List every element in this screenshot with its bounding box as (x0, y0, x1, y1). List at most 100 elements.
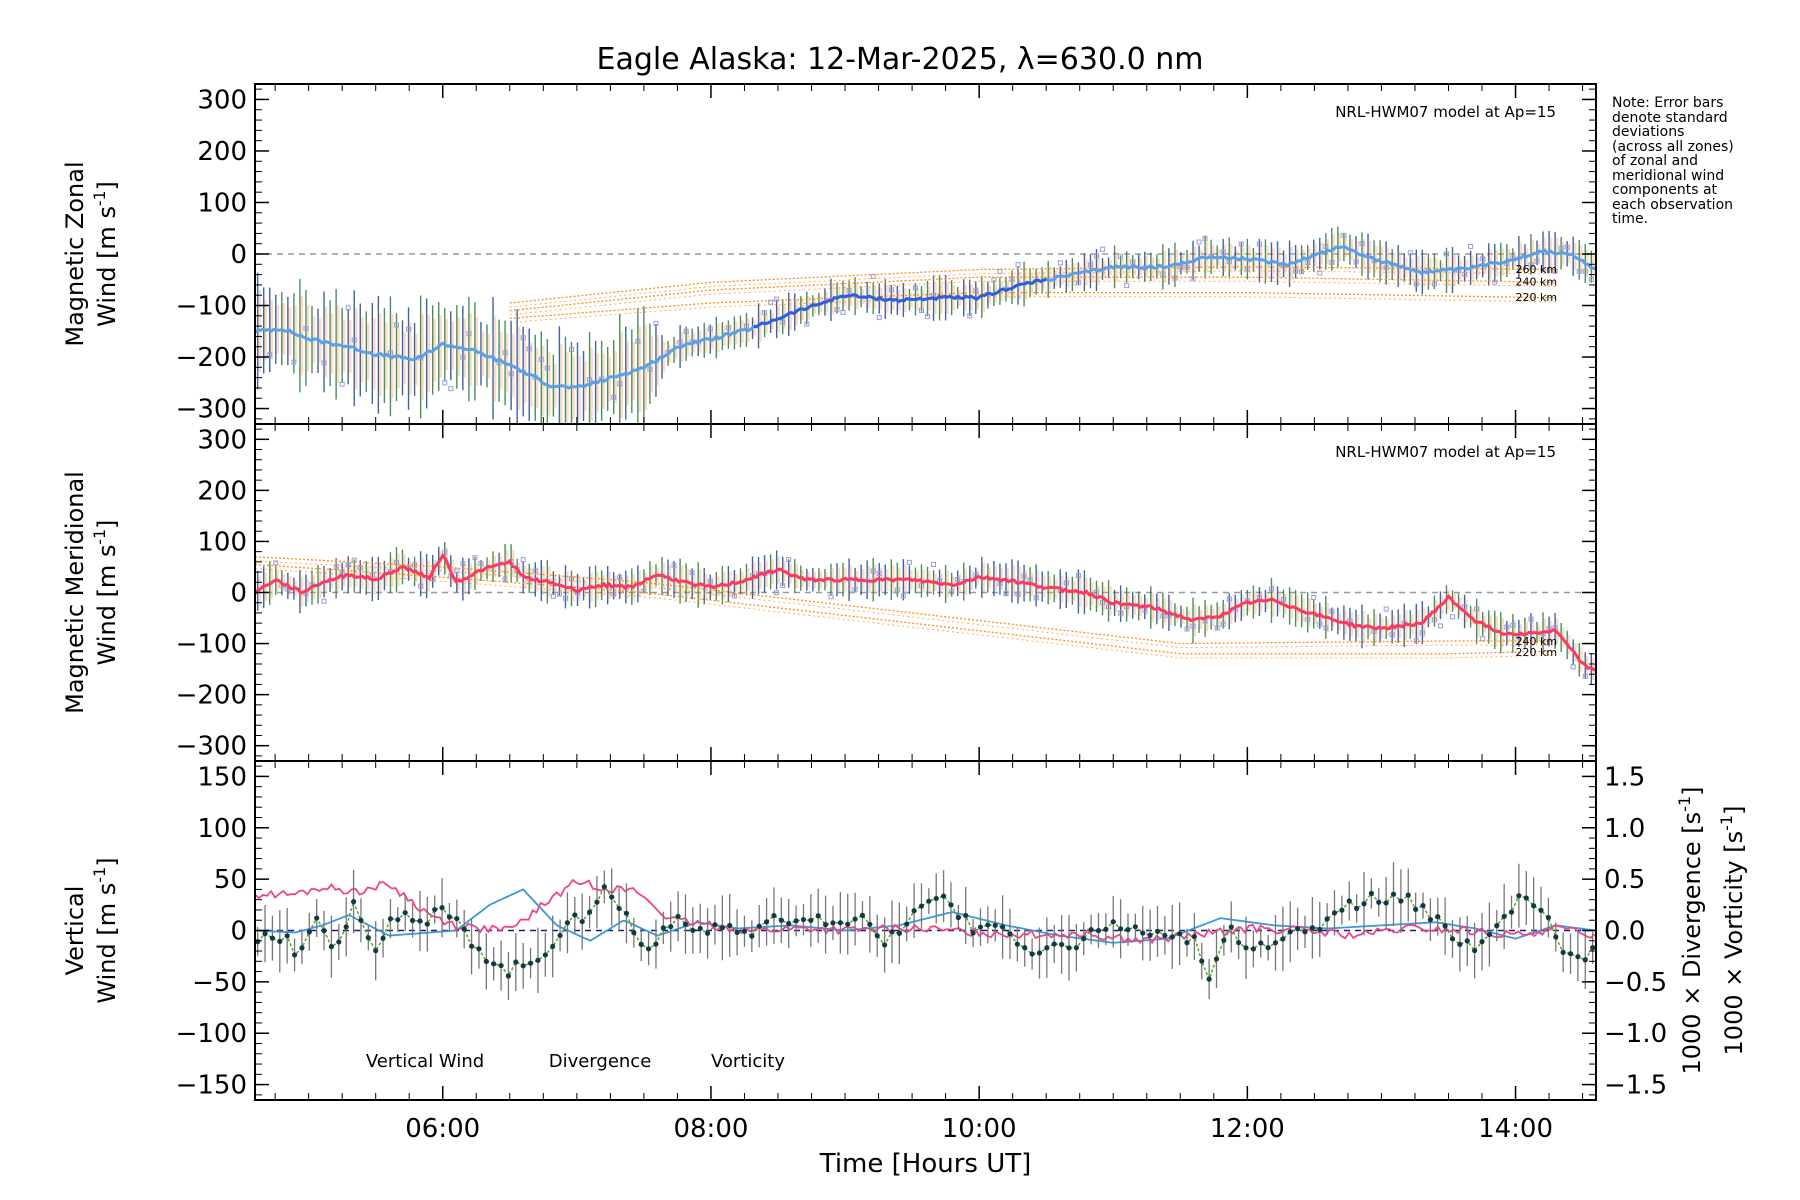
meridional-zone-point (1311, 594, 1317, 600)
meridional-zone-point (731, 593, 737, 599)
meridional-zone-point (1106, 604, 1112, 610)
vertical-wind-point (1014, 941, 1020, 947)
vertical-wind-point (631, 930, 637, 936)
zonal-zone-point (912, 285, 918, 291)
vertical-wind-point (409, 917, 416, 924)
zonal-zone-point (743, 323, 749, 329)
vertical-wind-point (1302, 929, 1308, 935)
xaxis-label: Time [Hours UT] (819, 1149, 1032, 1179)
vertical-wind-point (1118, 926, 1124, 932)
zonal-model-altitude: 240 km (1516, 276, 1558, 289)
vertical-wind-point (1516, 893, 1522, 899)
vertical-wind-point (373, 948, 379, 954)
vertical-wind-point (1272, 940, 1279, 946)
vertical-ylabel: Vertical Wind [m s-1] (61, 857, 121, 1003)
vertical-wind-point (1250, 946, 1256, 952)
vertical-wind-point (763, 919, 770, 925)
meridional-zone-point (617, 574, 623, 580)
zonal-zone-point (888, 287, 894, 293)
vertical-wind-point (284, 933, 290, 939)
vertical-wind-point (277, 938, 283, 944)
meridional-zone-point (550, 593, 556, 599)
meridional-zone-point (502, 576, 508, 582)
vertical-wind-point (904, 921, 910, 927)
zonal-zone-point (448, 386, 454, 392)
zonal-zone-point (1093, 253, 1099, 259)
meridional-ylabel: Magnetic Meridional Wind [m s-1] (61, 471, 121, 714)
vertical-wind-point (1317, 926, 1323, 933)
xtick-label: 08:00 (673, 1114, 748, 1144)
vertical-wind-point (1036, 950, 1043, 956)
zonal-zone-point (1118, 253, 1124, 259)
zonal-zone-point (502, 350, 508, 356)
zonal-series-line-dark (753, 277, 1047, 329)
vertical-wind-point (572, 912, 578, 918)
zonal-zone-point (1468, 243, 1474, 249)
vertical-wind-point (424, 921, 430, 927)
vertical-wind-point (668, 924, 674, 930)
zonal-zone-point (876, 315, 882, 321)
vertical-wind-point (1523, 895, 1529, 901)
zonal-zone-point (1480, 256, 1486, 262)
zonal-zone-point (345, 305, 351, 311)
vertical-wind-point (402, 910, 408, 916)
vertical-wind-point (697, 925, 703, 932)
meridional-zone-point (418, 583, 424, 589)
vertical-wind-point (1147, 932, 1153, 938)
zonal-zone-point (442, 380, 448, 386)
zonal-zone-point (997, 268, 1003, 274)
meridional-ytick-label: 300 (197, 425, 247, 455)
zonal-zone-point (1407, 250, 1413, 256)
meridional-zone-point (1226, 596, 1232, 602)
vertical-wind-point (1590, 945, 1596, 951)
vertical-wind-point (712, 922, 718, 928)
vertical-wind-point (586, 909, 593, 915)
vertical-wind-point (955, 914, 961, 921)
vertical-wind-point (1368, 890, 1374, 896)
meridional-model-label: NRL-HWM07 model at Ap=15 (1335, 443, 1556, 461)
vertical-wind-point (454, 915, 460, 922)
vertical-wind-point (594, 899, 600, 905)
vertical-wind-point (1405, 892, 1411, 898)
meridional-ytick-label: 200 (197, 476, 247, 506)
vertical-wind-point (1177, 931, 1183, 937)
meridional-zone-point (870, 568, 876, 574)
vertical-wind-point (1287, 929, 1293, 935)
vertical-wind-point (432, 906, 438, 913)
vertical-wind-point (1110, 919, 1116, 925)
vertical-wind-point (741, 928, 748, 934)
zonal-zone-point (1202, 236, 1208, 242)
vertical-wind-point (1221, 937, 1227, 943)
zonal-zone-point (526, 346, 532, 352)
vertical-wind-point (682, 921, 689, 927)
zonal-zone-point (1359, 241, 1365, 247)
vertical-wind-point (985, 922, 991, 928)
zonal-zone-point (466, 331, 472, 337)
zonal-zone-point (653, 320, 659, 326)
vertical-wind-point (911, 908, 917, 914)
vertical-wind-point (1420, 902, 1426, 909)
meridional-zone-point (273, 560, 279, 566)
vertical-wind-point (1538, 907, 1544, 913)
legend-vertical-wind: Vertical Wind (366, 1051, 484, 1072)
vertical-wind-point (1059, 941, 1065, 948)
meridional-zone-point (1528, 616, 1534, 622)
vertical-ylabel-line2: Wind [m s-1] (90, 857, 121, 1003)
vertical-wind-point (527, 960, 534, 966)
vertical-wind-point (1413, 906, 1419, 912)
zonal-zone-point (804, 321, 810, 327)
vertical-wind-point (1398, 898, 1404, 904)
meridional-zone-point (1413, 638, 1419, 644)
vertical-ytick-label: −100 (176, 1019, 247, 1049)
meridional-ylabel-line1: Magnetic Meridional (61, 471, 89, 714)
zonal-zone-point (635, 338, 641, 344)
vertical-wind-point (874, 933, 880, 939)
vertical-wind-point (690, 927, 696, 934)
vertical-wind-line (257, 885, 1594, 982)
zonal-zone-point (1057, 260, 1063, 266)
vertical-wind-point (1066, 945, 1072, 951)
vertical-wind-point (1324, 916, 1330, 922)
xtick-label: 14:00 (1478, 1114, 1553, 1144)
vertical-wind-point (1022, 945, 1028, 951)
